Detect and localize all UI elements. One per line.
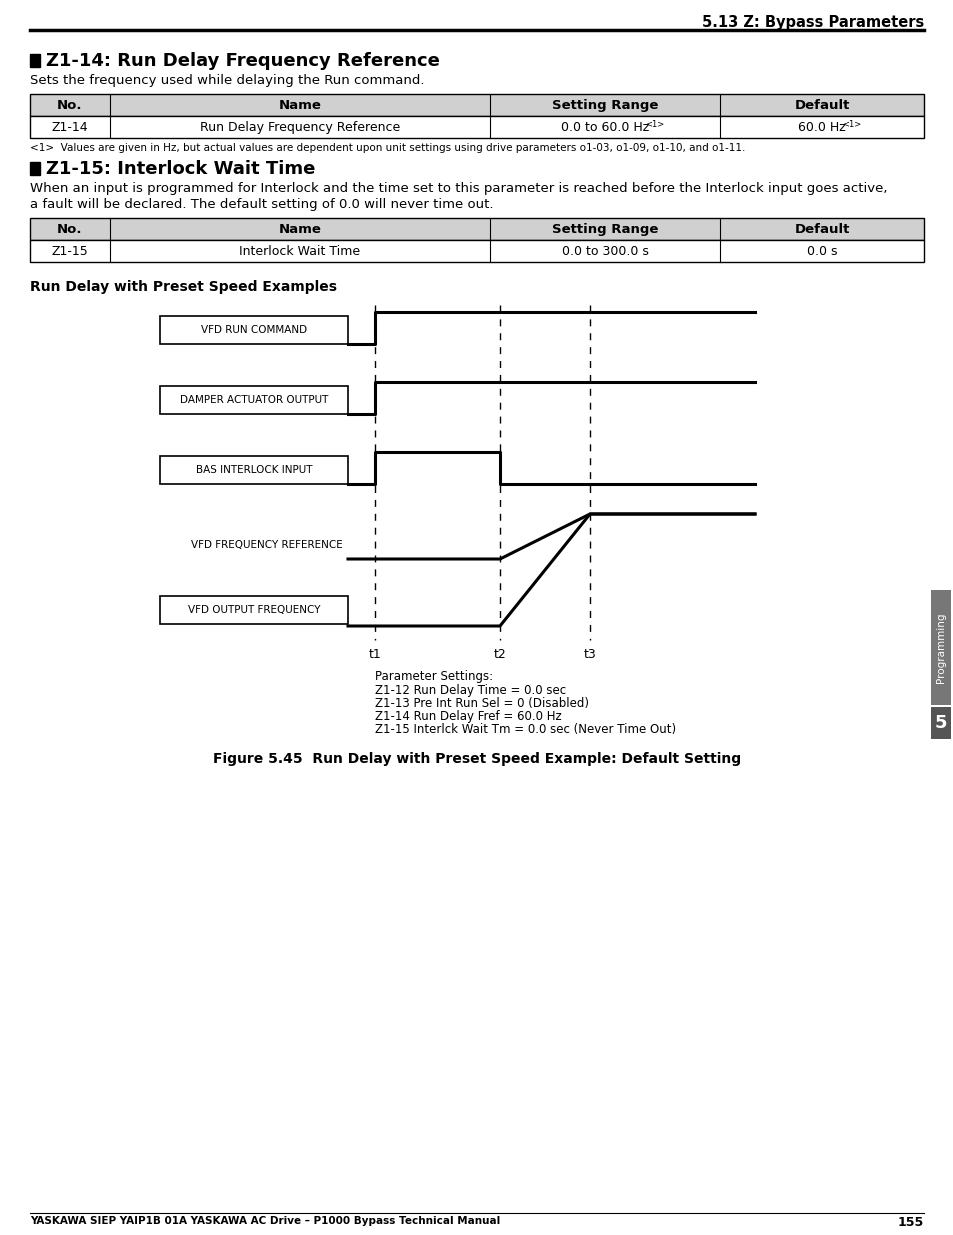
Text: Z1-12 Run Delay Time = 0.0 sec: Z1-12 Run Delay Time = 0.0 sec [375,684,565,697]
Bar [30,116,923,138]
Text: VFD OUTPUT FREQUENCY: VFD OUTPUT FREQUENCY [188,605,320,615]
Text: No.: No. [57,99,83,112]
Text: Programming: Programming [935,613,945,683]
Text: Default: Default [794,224,849,236]
Bar [30,162,40,175]
Text: Setting Range: Setting Range [551,99,658,112]
Text: Setting Range: Setting Range [551,224,658,236]
Text: Default: Default [794,99,849,112]
Text: Run Delay with Preset Speed Examples: Run Delay with Preset Speed Examples [30,280,336,294]
Text: Figure 5.45  Run Delay with Preset Speed Example: Default Setting: Figure 5.45 Run Delay with Preset Speed … [213,752,740,766]
Text: 0.0 to 60.0 Hz: 0.0 to 60.0 Hz [560,121,648,135]
Bar [160,316,348,345]
Text: 60.0 Hz: 60.0 Hz [798,121,845,135]
Bar [30,219,923,240]
Text: t3: t3 [583,648,596,661]
Text: Z1-14: Run Delay Frequency Reference: Z1-14: Run Delay Frequency Reference [46,52,439,70]
Text: Z1-14 Run Delay Fref = 60.0 Hz: Z1-14 Run Delay Fref = 60.0 Hz [375,710,561,722]
Text: Name: Name [278,99,321,112]
Text: When an input is programmed for Interlock and the time set to this parameter is : When an input is programmed for Interloc… [30,182,886,195]
Bar [30,94,923,116]
Text: 5.13 Z: Bypass Parameters: 5.13 Z: Bypass Parameters [701,15,923,30]
Text: Parameter Settings:: Parameter Settings: [375,671,493,683]
Text: VFD RUN COMMAND: VFD RUN COMMAND [201,325,307,335]
Text: t2: t2 [493,648,506,661]
Text: Run Delay Frequency Reference: Run Delay Frequency Reference [200,121,399,135]
Bar [30,240,923,262]
Text: Name: Name [278,224,321,236]
Text: <1>: <1> [841,120,861,128]
Text: Z1-14: Z1-14 [51,121,89,135]
Text: DAMPER ACTUATOR OUTPUT: DAMPER ACTUATOR OUTPUT [179,395,328,405]
Text: 155: 155 [897,1216,923,1229]
Bar [160,456,348,484]
Bar [30,54,40,67]
Text: 0.0 to 300.0 s: 0.0 to 300.0 s [561,245,648,258]
Text: <1>: <1> [645,120,664,128]
Text: a fault will be declared. The default setting of 0.0 will never time out.: a fault will be declared. The default se… [30,198,493,211]
Bar [160,597,348,624]
Bar [160,387,348,414]
Bar [930,706,950,739]
Text: Z1-13 Pre Int Run Sel = 0 (Disabled): Z1-13 Pre Int Run Sel = 0 (Disabled) [375,697,588,710]
Text: Sets the frequency used while delaying the Run command.: Sets the frequency used while delaying t… [30,74,424,86]
Text: YASKAWA SIEP YAIP1B 01A YASKAWA AC Drive – P1000 Bypass Technical Manual: YASKAWA SIEP YAIP1B 01A YASKAWA AC Drive… [30,1216,499,1226]
Text: Z1-15: Interlock Wait Time: Z1-15: Interlock Wait Time [46,161,315,178]
Text: No.: No. [57,224,83,236]
Text: BAS INTERLOCK INPUT: BAS INTERLOCK INPUT [195,466,312,475]
Text: Z1-15 Interlck Wait Tm = 0.0 sec (Never Time Out): Z1-15 Interlck Wait Tm = 0.0 sec (Never … [375,722,676,736]
Text: <1>  Values are given in Hz, but actual values are dependent upon unit settings : <1> Values are given in Hz, but actual v… [30,143,744,153]
Text: VFD FREQUENCY REFERENCE: VFD FREQUENCY REFERENCE [191,540,343,550]
Text: 0.0 s: 0.0 s [806,245,837,258]
Text: Z1-15: Z1-15 [51,245,89,258]
Text: Interlock Wait Time: Interlock Wait Time [239,245,360,258]
Bar [930,590,950,705]
Text: t1: t1 [368,648,381,661]
Text: 5: 5 [934,714,946,732]
